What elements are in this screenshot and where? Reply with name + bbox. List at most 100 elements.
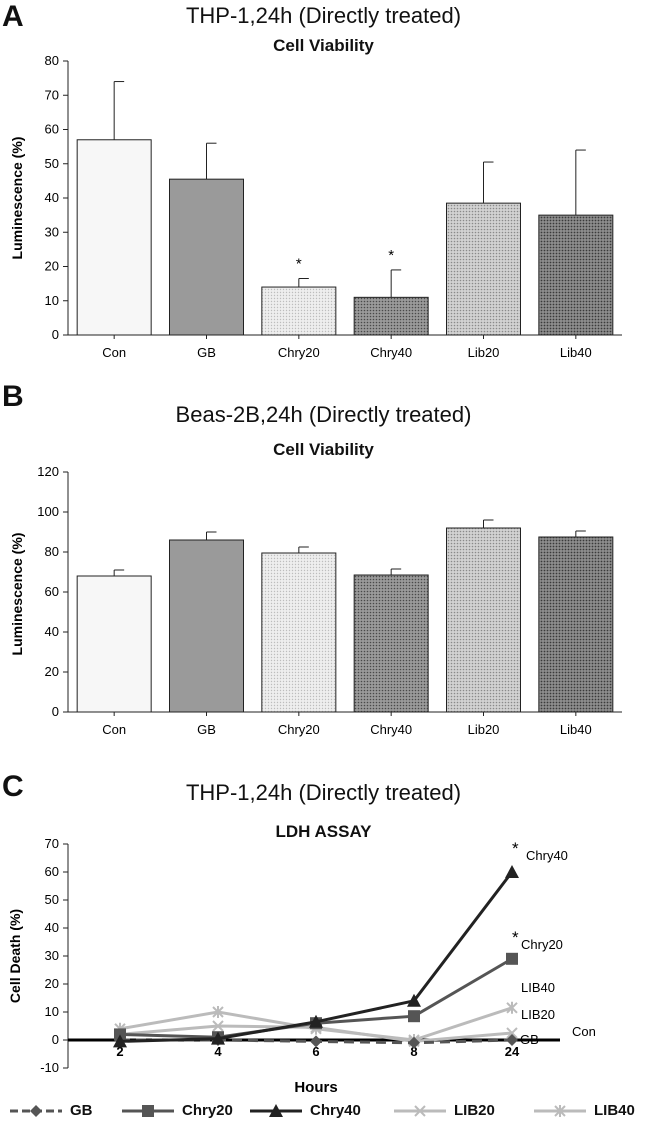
y-axis-label-a: Luminescence (%) (9, 137, 25, 260)
y-tick-label: 0 (52, 704, 59, 719)
marker-triangle (309, 1014, 323, 1028)
panel-letter-a: A (2, 0, 24, 33)
x-tick-label: Con (102, 345, 126, 360)
panel-b-subtitle: Cell Viability (273, 440, 374, 459)
marker-triangle (113, 1034, 127, 1048)
marker-x (506, 1027, 518, 1039)
y-tick-label: 100 (37, 504, 59, 519)
panel-a-title: THP-1,24h (Directly treated) (185, 3, 462, 28)
bar (446, 202, 521, 336)
panel-a: A THP-1,24h (Directly treated) Cell Viab… (0, 0, 647, 380)
legend-swatch (534, 1105, 586, 1117)
y-tick-label: 40 (45, 920, 59, 935)
legend-label: LIB40 (594, 1102, 635, 1119)
y-tick-label: 40 (45, 624, 59, 639)
x-tick-label: Chry20 (278, 722, 320, 737)
marker-x (212, 1020, 224, 1032)
legend-label: LIB20 (454, 1102, 495, 1119)
marker-triangle (211, 1031, 225, 1045)
y-tick-label: 50 (45, 156, 59, 171)
marker-triangle (407, 993, 421, 1007)
marker-star (506, 1001, 518, 1014)
y-tick-label: 20 (45, 259, 59, 274)
end-label-gb: GB (520, 1032, 539, 1047)
x-axis-label-c: Hours (294, 1079, 337, 1096)
legend-label: Chry20 (182, 1102, 233, 1119)
y-tick-label: 60 (45, 864, 59, 879)
legend-item-lib20: LIB20 (392, 1096, 512, 1126)
y-tick-label: 20 (45, 976, 59, 991)
bar (446, 527, 521, 713)
legend-label: GB (70, 1102, 93, 1119)
legend-swatch (10, 1105, 62, 1117)
bar (76, 139, 152, 336)
y-tick-label: 120 (37, 464, 59, 479)
bar (538, 214, 614, 336)
significance-marker: * (296, 255, 302, 272)
marker-star (212, 1006, 224, 1018)
bar (261, 286, 337, 336)
panel-c: C THP-1,24h (Directly treated) LDH ASSAY… (0, 770, 647, 1131)
legend-label: Chry40 (310, 1102, 361, 1119)
significance-marker: * (512, 839, 519, 858)
bar (353, 296, 429, 336)
marker-diamond (506, 1034, 518, 1046)
panel-letter-b: B (2, 380, 24, 413)
x-tick-label: 6 (312, 1044, 319, 1059)
legend-swatch (250, 1104, 302, 1117)
panel-c-title: THP-1,24h (Directly treated) (185, 780, 462, 805)
y-tick-label: 80 (45, 53, 59, 68)
marker-x (414, 1105, 426, 1117)
marker-diamond (310, 1035, 322, 1048)
end-label-chry40: Chry40 (526, 848, 568, 863)
y-tick-label: 60 (45, 584, 59, 599)
con-label: Con (572, 1024, 596, 1039)
x-tick-label: GB (197, 345, 216, 360)
x-tick-label: 4 (214, 1044, 222, 1059)
legend-item-gb: GB (8, 1096, 128, 1126)
y-tick-label: 70 (45, 87, 59, 102)
marker-triangle (505, 865, 519, 878)
bar (261, 552, 337, 713)
panel-b: B Beas-2B,24h (Directly treated) Cell Vi… (0, 380, 647, 770)
y-tick-label: -10 (40, 1060, 59, 1075)
y-tick-label: 50 (45, 892, 59, 907)
y-tick-label: 10 (45, 293, 59, 308)
line-chart-c: Cell Death (%) Hours -10 0 10 20 30 40 50 60 70 2… (7, 836, 596, 1096)
y-tick-label: 30 (45, 948, 59, 963)
significance-marker: * (512, 928, 519, 947)
marker-diamond (30, 1105, 42, 1117)
x-tick-label: 2 (116, 1044, 123, 1059)
x-tick-label: Chry20 (278, 345, 320, 360)
marker-square (142, 1105, 154, 1117)
y-axis-label-c: Cell Death (%) (7, 909, 23, 1003)
panel-a-subtitle: Cell Viability (273, 36, 374, 55)
marker-star (554, 1105, 566, 1117)
x-tick-label: Con (102, 722, 126, 737)
marker-triangle (269, 1104, 283, 1117)
marker-square (408, 1010, 420, 1023)
bar (538, 536, 614, 713)
marker-diamond (408, 1036, 420, 1049)
marker-square (506, 952, 518, 965)
x-tick-label: Lib40 (560, 345, 592, 360)
y-tick-label: 30 (45, 224, 59, 239)
x-tick-label: Lib20 (468, 722, 500, 737)
significance-marker: * (388, 247, 394, 264)
y-tick-label: 70 (45, 836, 59, 851)
bar (353, 574, 429, 713)
y-tick-label: 60 (45, 122, 59, 137)
x-tick-label: Lib20 (468, 345, 500, 360)
x-tick-label: GB (197, 722, 216, 737)
panel-c-subtitle: LDH ASSAY (275, 822, 372, 841)
x-tick-label: 8 (410, 1044, 417, 1059)
x-tick-label: Chry40 (370, 722, 412, 737)
end-label-lib20: LIB20 (521, 1007, 555, 1022)
y-tick-label: 20 (45, 664, 59, 679)
end-label-chry20: Chry20 (521, 937, 563, 952)
panel-b-title: Beas-2B,24h (Directly treated) (175, 402, 472, 427)
y-tick-label: 80 (45, 544, 59, 559)
bar (169, 178, 244, 336)
legend-item-chry20: Chry20 (120, 1096, 240, 1126)
y-axis-label-b: Luminescence (%) (9, 533, 25, 656)
